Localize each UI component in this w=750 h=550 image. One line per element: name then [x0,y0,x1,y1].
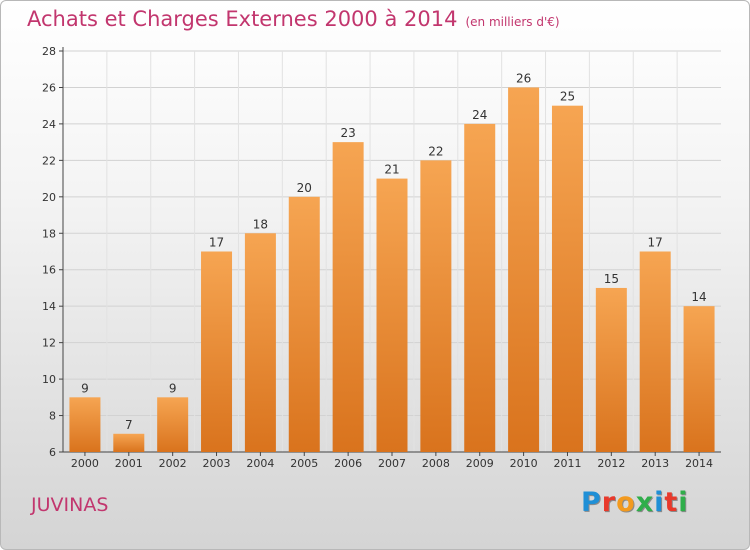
bar-2003 [201,251,233,452]
x-tick-label: 2003 [203,457,231,470]
x-tick-label: 2000 [71,457,99,470]
bar-2013 [639,251,671,452]
x-tick-label: 2004 [246,457,274,470]
y-tick-label: 12 [42,337,56,350]
bar-2011 [551,105,583,452]
y-tick-label: 28 [42,45,56,58]
x-tick-label: 2014 [685,457,713,470]
data-label: 9 [81,381,89,395]
x-tick-label: 2009 [466,457,494,470]
bar-2010 [508,87,540,453]
data-label: 14 [691,290,706,304]
bar-2000 [69,397,101,452]
data-label: 23 [340,126,355,140]
x-tick-label: 2006 [334,457,362,470]
y-tick-label: 26 [42,81,56,94]
logo-letter: i [678,487,689,518]
chart-title-unit: (en milliers d'€) [465,15,560,29]
logo-letter: o [616,487,636,518]
bar-2012 [595,287,627,452]
y-tick-label: 14 [42,300,56,313]
bar-2007 [376,178,408,452]
x-tick-label: 2001 [115,457,143,470]
data-label: 26 [516,71,531,85]
x-tick-label: 2010 [510,457,538,470]
x-tick-label: 2008 [422,457,450,470]
labels: 6 8 10 12 14 16 18 20 22 24 26 28 9 2000 7 2001 9 2002 17 2… [42,45,713,470]
bar-2002 [157,397,189,452]
x-tick-label: 2013 [641,457,669,470]
logo-letter: i [654,487,665,518]
data-label: 24 [472,108,487,122]
x-tick-label: 2005 [290,457,318,470]
y-tick-label: 18 [42,227,56,240]
bar-2014 [683,306,715,452]
data-label: 22 [428,144,443,158]
y-tick-label: 22 [42,154,56,167]
logo-letter: t [664,487,679,518]
data-label: 17 [209,236,224,250]
data-label: 17 [648,236,663,250]
y-tick-label: 6 [49,446,56,459]
data-label: 21 [384,163,399,177]
y-tick-label: 8 [49,410,56,423]
bar-2008 [420,160,452,452]
data-label: 25 [560,90,575,104]
logo-letter: P [581,487,602,518]
x-tick-label: 2012 [597,457,625,470]
bar-2001 [113,433,145,452]
proxiti-logo: Proxiti [581,487,689,518]
chart-title: Achats et Charges Externes 2000 à 2014 (e… [27,7,560,31]
bars [69,87,715,453]
y-tick-label: 20 [42,191,56,204]
logo-letter: r [601,487,617,518]
bar-2009 [464,123,496,452]
data-label: 15 [604,272,619,286]
x-tick-label: 2007 [378,457,406,470]
data-label: 20 [297,181,312,195]
x-tick-label: 2002 [159,457,187,470]
bar-2005 [288,196,320,452]
bar-2006 [332,142,364,453]
data-label: 7 [125,418,133,432]
y-tick-label: 24 [42,118,56,131]
data-label: 18 [253,217,268,231]
bar-2004 [244,233,276,452]
y-tick-label: 10 [42,373,56,386]
logo-letter: x [635,487,655,518]
y-tick-label: 16 [42,264,56,277]
x-tick-label: 2011 [553,457,581,470]
chart-title-text: Achats et Charges Externes 2000 à 2014 [27,7,458,31]
data-label: 9 [169,381,177,395]
commune-name: JUVINAS [31,494,109,516]
